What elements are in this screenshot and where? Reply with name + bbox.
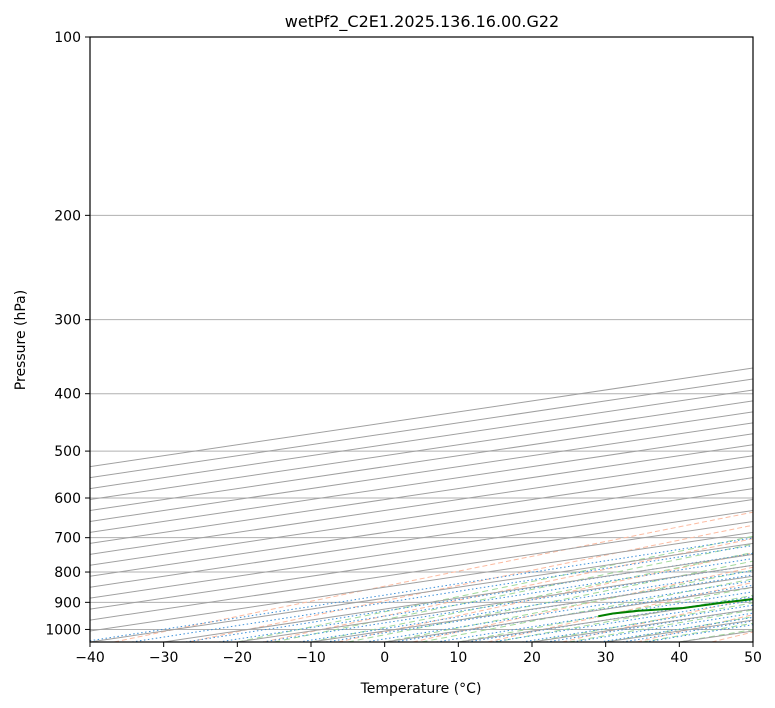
chart-title: wetPf2_C2E1.2025.136.16.00.G22 bbox=[285, 12, 559, 32]
moist-adiabat-line bbox=[458, 586, 753, 642]
y-tick-label: 700 bbox=[54, 531, 81, 547]
isotherm-line bbox=[90, 520, 753, 621]
x-tick-label: 20 bbox=[523, 650, 541, 666]
x-tick-label: 0 bbox=[380, 650, 389, 666]
y-tick-label: 100 bbox=[54, 30, 81, 46]
y-tick-label: 800 bbox=[54, 565, 81, 581]
x-tick-label: 50 bbox=[744, 650, 762, 666]
y-tick-label: 900 bbox=[54, 595, 81, 611]
x-tick-label: −20 bbox=[223, 650, 253, 666]
x-tick-label: 10 bbox=[449, 650, 467, 666]
y-axis-label: Pressure (hPa) bbox=[13, 290, 29, 390]
x-axis-ticks: −40 −30 −20 −10 0 10 20 30 40 50 bbox=[75, 642, 762, 666]
y-tick-label: 200 bbox=[54, 208, 81, 224]
plot-frame bbox=[89, 36, 754, 643]
isotherm-line bbox=[90, 499, 753, 599]
y-axis-ticks: 100 200 300 400 500 600 700 800 900 1000 bbox=[45, 30, 90, 638]
isotherm-line bbox=[90, 531, 753, 632]
mixing-ratio-line bbox=[365, 580, 753, 642]
isotherm-line bbox=[90, 477, 753, 577]
x-tick-label: −40 bbox=[75, 650, 105, 666]
mixing-ratio-line bbox=[262, 564, 753, 642]
x-tick-label: 30 bbox=[597, 650, 615, 666]
isotherm-line bbox=[90, 488, 753, 588]
x-tick-label: −10 bbox=[296, 650, 326, 666]
isotherm-line bbox=[90, 466, 753, 566]
isotherm-line bbox=[90, 444, 753, 544]
x-tick-label: −30 bbox=[149, 650, 179, 666]
y-tick-label: 1000 bbox=[45, 622, 81, 638]
y-tick-label: 300 bbox=[54, 313, 81, 329]
x-axis-label: Temperature (°C) bbox=[360, 681, 482, 697]
dry-adiabat-line bbox=[263, 538, 753, 642]
isotherm-line bbox=[90, 509, 753, 610]
y-tick-label: 600 bbox=[54, 491, 81, 507]
y-tick-label: 400 bbox=[54, 387, 81, 403]
moist-adiabat-line bbox=[274, 543, 753, 642]
mixing-ratio-line bbox=[325, 574, 753, 642]
x-tick-label: 40 bbox=[670, 650, 688, 666]
y-tick-label: 500 bbox=[54, 444, 81, 460]
moist-adiabat-line bbox=[384, 569, 753, 642]
dry-adiabat-line bbox=[188, 524, 753, 642]
isotherm-line bbox=[90, 455, 753, 555]
mixing-ratio-line bbox=[299, 570, 753, 642]
